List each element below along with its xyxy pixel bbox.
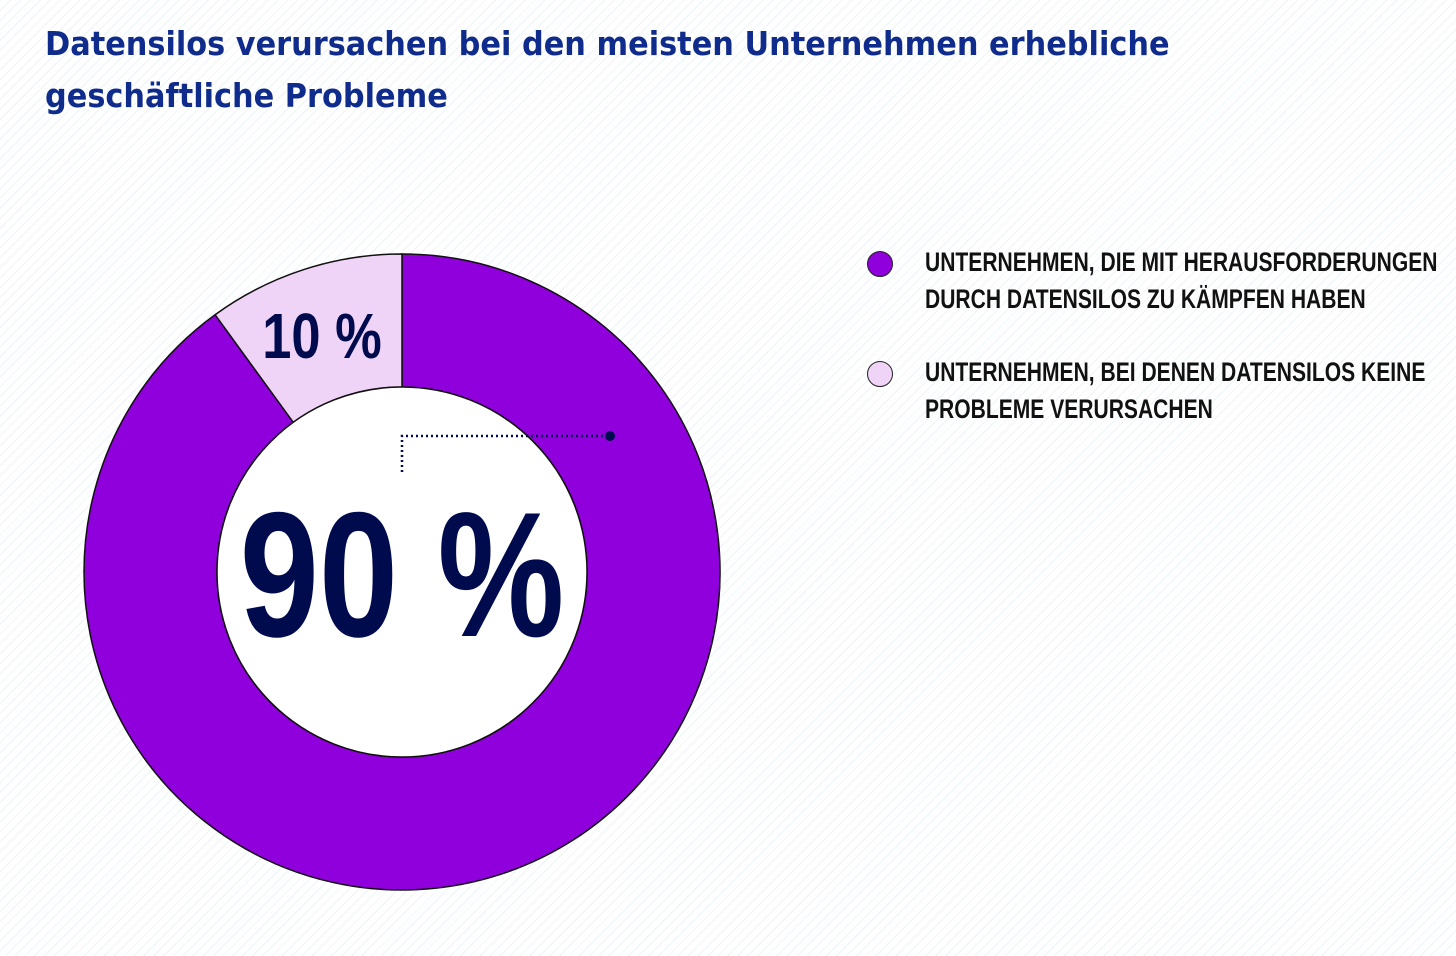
legend-swatch-no-problems — [867, 361, 893, 387]
callout-leader-line — [400, 434, 610, 472]
donut-chart: 10 % 90 % — [83, 253, 721, 891]
donut-slices — [83, 253, 721, 891]
callout-leader — [400, 431, 615, 472]
legend-swatch-challenges — [867, 251, 893, 277]
donut-hole — [216, 386, 588, 758]
legend-label-challenges-line-2: DURCH DATENSILOS ZU KÄMPFEN HABEN — [925, 284, 1366, 314]
chart-legend: UNTERNEHMEN, DIE MIT HERAUSFORDERUNGEN D… — [865, 244, 1445, 464]
legend-item-challenges: UNTERNEHMEN, DIE MIT HERAUSFORDERUNGEN D… — [865, 244, 1445, 318]
chart-title: Datensilos verursachen bei den meisten U… — [45, 24, 1170, 115]
slice-label-small: 10 % — [262, 301, 382, 372]
legend-label-no-problems-line-1: UNTERNEHMEN, BEI DENEN DATENSILOS KEINE — [925, 357, 1426, 387]
slice-label-large: 90 % — [240, 476, 565, 675]
legend-item-no-problems: UNTERNEHMEN, BEI DENEN DATENSILOS KEINE … — [865, 354, 1445, 428]
legend-label-no-problems-line-2: PROBLEME VERURSACHEN — [925, 394, 1213, 424]
legend-label-challenges-line-1: UNTERNEHMEN, DIE MIT HERAUSFORDERUNGEN — [925, 247, 1438, 277]
callout-leader-dot — [605, 431, 615, 441]
